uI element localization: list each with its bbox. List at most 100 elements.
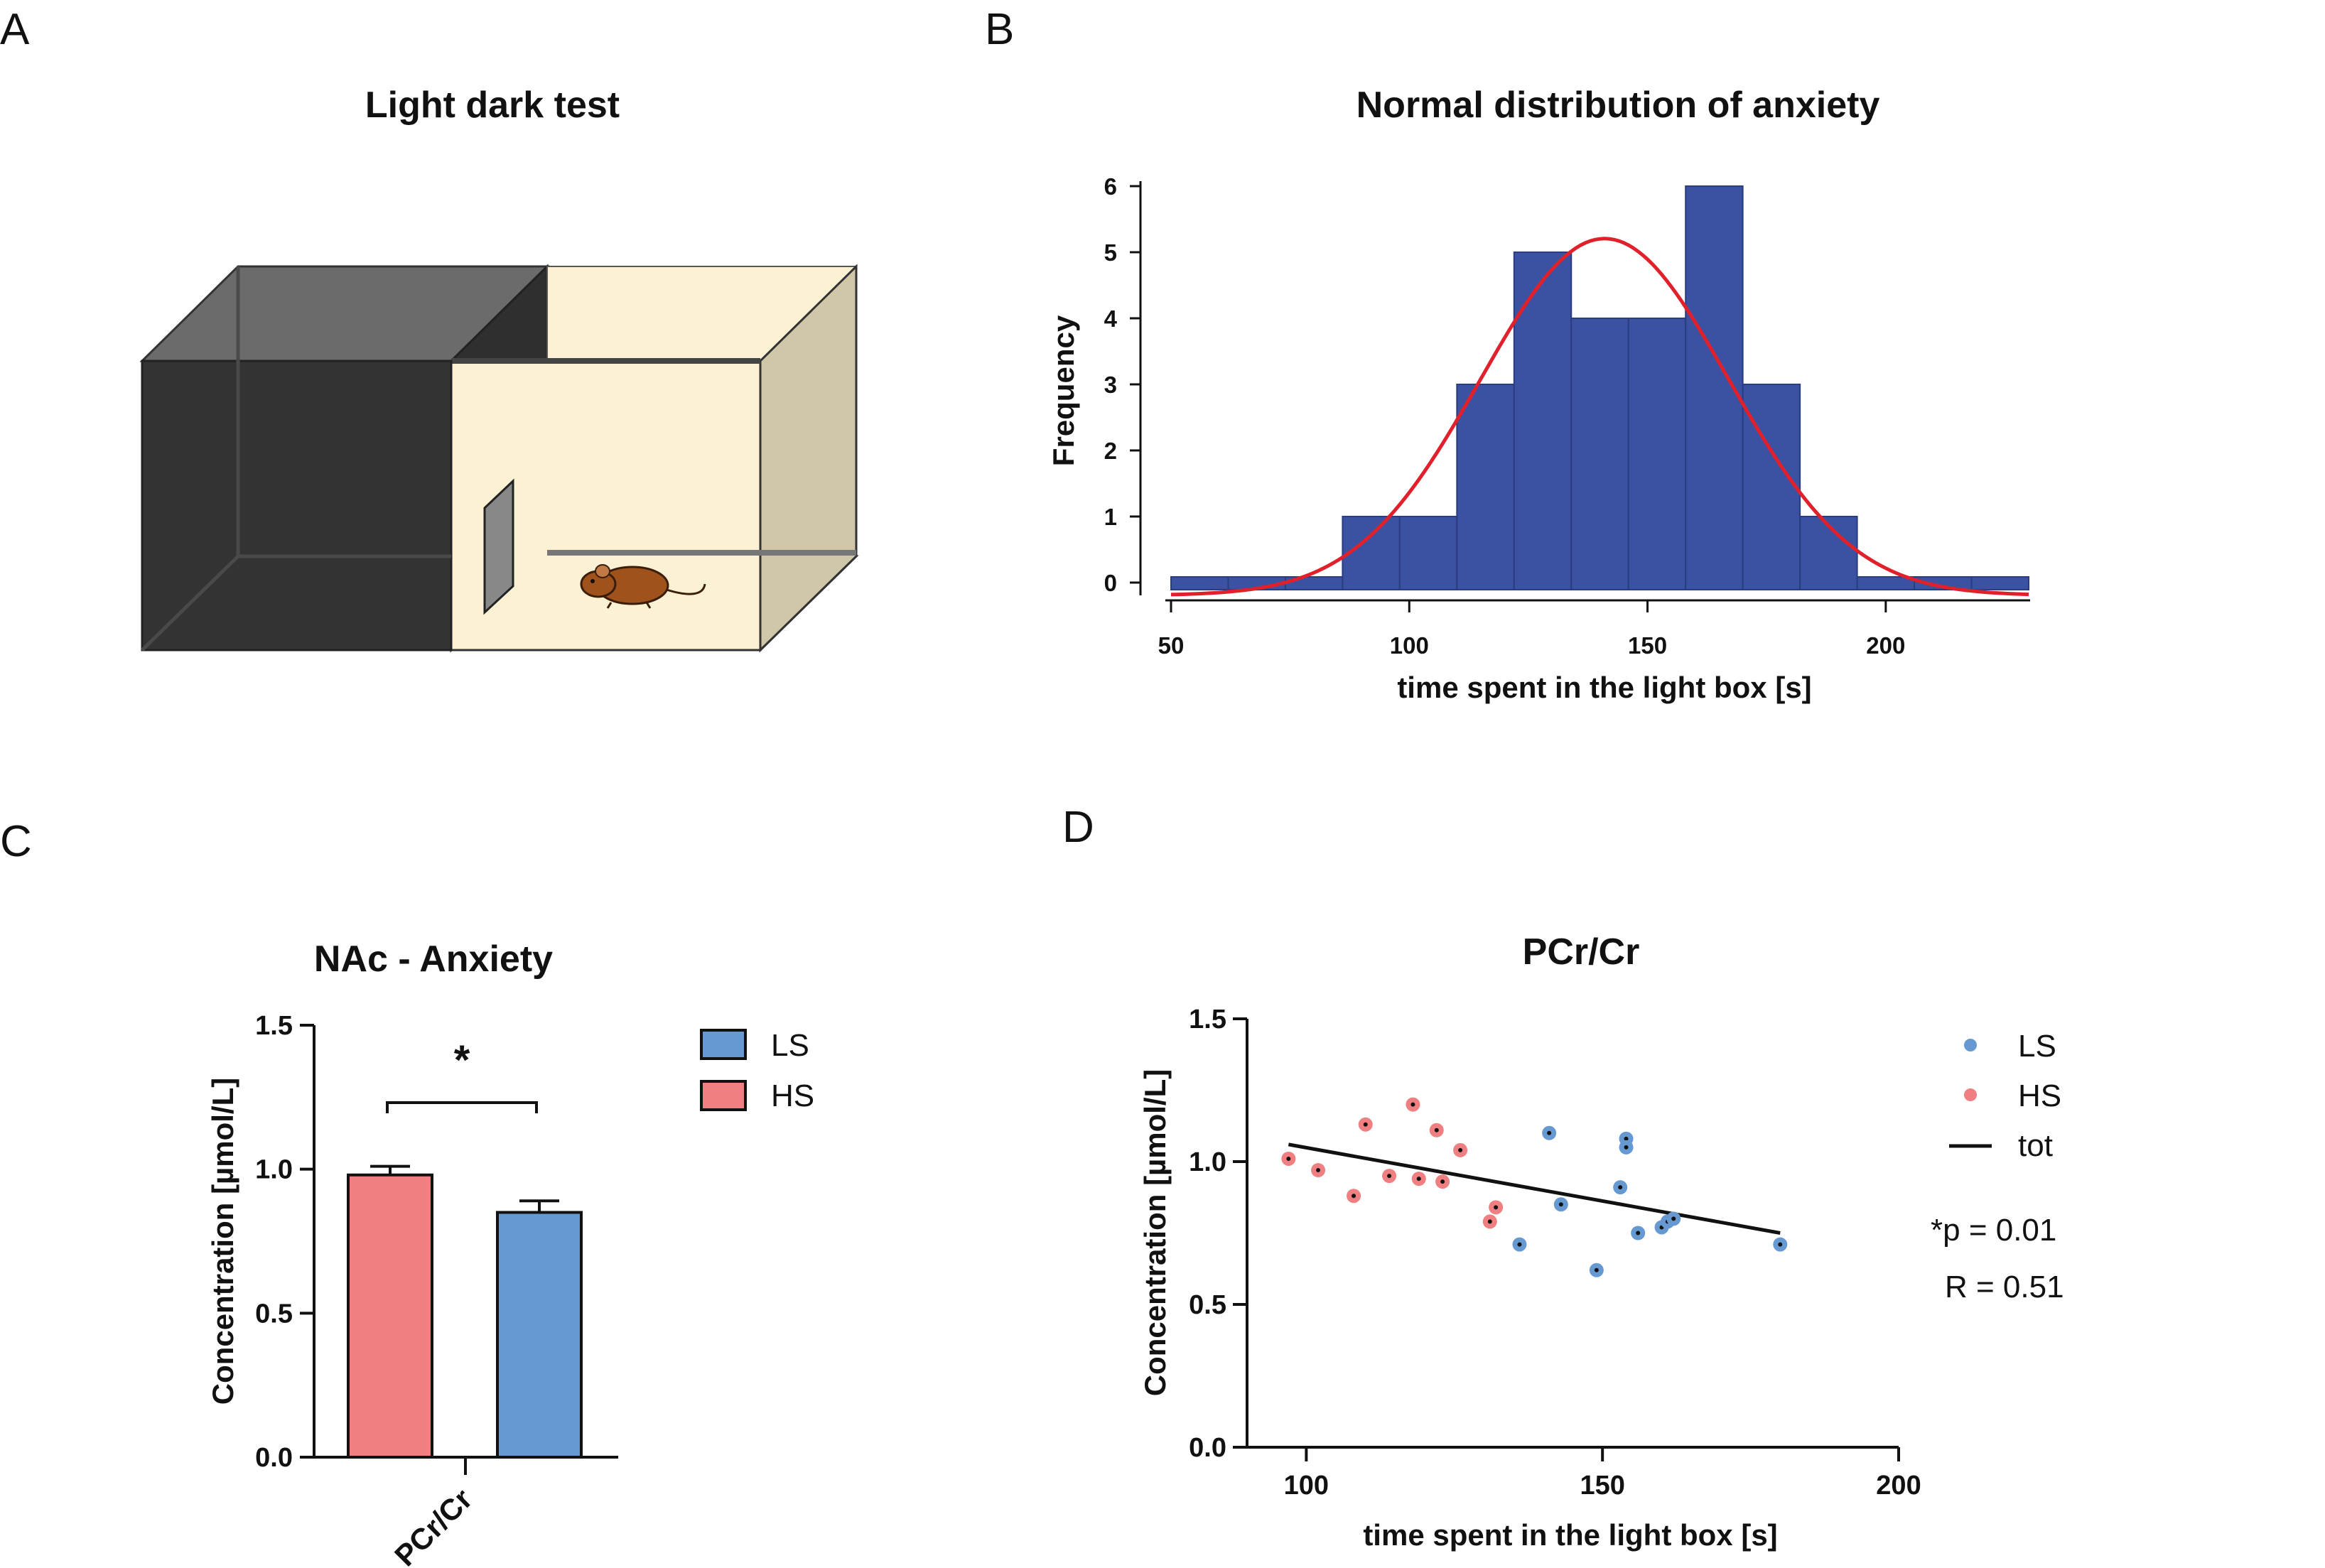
data-point-center [1410, 1102, 1415, 1107]
data-point-center [1363, 1122, 1368, 1127]
histogram-bar [1970, 576, 2030, 590]
data-point-center [1458, 1147, 1463, 1152]
histogram-bar [1570, 318, 1629, 590]
data-point-center [1286, 1156, 1291, 1161]
data-point-center [1434, 1128, 1439, 1132]
data-point-center [1387, 1174, 1392, 1179]
legend-swatch-ls [700, 1029, 747, 1060]
x-tick-label-d: 200 [1876, 1471, 1921, 1501]
histogram-bars [1170, 185, 2030, 590]
y-axis-label-c: Concentration [µmol/L] [206, 1078, 239, 1405]
dark-box-edge-2 [141, 555, 239, 651]
data-point-center [1440, 1179, 1445, 1184]
door-opening [483, 478, 514, 615]
y-axis-label-d: Concentration [µmol/L] [1138, 1069, 1172, 1397]
y-tick-label-d: 1.0 [1189, 1147, 1226, 1177]
data-point-center [1487, 1219, 1492, 1224]
data-point-center [1624, 1145, 1629, 1150]
y-tick-label-d: 1.5 [1189, 1005, 1226, 1034]
y-tick-label-c: 1.0 [255, 1155, 293, 1185]
y-ticks-d: 0.0 0.5 1.0 1.5 [1189, 1005, 1247, 1463]
stat-p-value: *p = 0.01 [1931, 1213, 2056, 1248]
x-ticks-b: 50 100 150 200 [1158, 600, 1905, 659]
y-tick-label-b: 2 [1104, 438, 1117, 464]
scatter-points [1281, 1097, 1788, 1277]
histogram-bar [1856, 576, 1916, 590]
bars-c [347, 1164, 583, 1459]
legend-label-ls: LS [771, 1028, 809, 1063]
x-tick-label-b: 50 [1158, 632, 1185, 659]
y-tick-label-d: 0.0 [1189, 1433, 1226, 1463]
normal-curve [1170, 237, 2029, 597]
y-tick-label-b: 1 [1104, 504, 1117, 530]
x-tick-label-d: 150 [1580, 1471, 1624, 1501]
y-ticks-b: 0 1 2 3 4 5 6 [1104, 173, 1140, 596]
data-point-center [1618, 1185, 1623, 1190]
x-tick-label-b: 100 [1390, 632, 1429, 659]
y-ticks-c: 0.0 0.5 1.0 1.5 [255, 1011, 314, 1473]
legend-label-ls-d: LS [2018, 1029, 2056, 1064]
x-ticks-d: 100 150 200 [1284, 1447, 1921, 1501]
y-axis-label-b: Frequency [1047, 315, 1080, 466]
y-tick-label-b: 4 [1104, 306, 1118, 332]
y-tick-label-c: 1.5 [255, 1011, 293, 1041]
data-point-center [1517, 1242, 1522, 1247]
bar-hs [347, 1173, 433, 1459]
bar-ls [496, 1211, 583, 1459]
light-dark-box-illustration [139, 264, 859, 653]
histogram-bar [1799, 516, 1858, 590]
data-point-center [1316, 1168, 1321, 1173]
panel-letter-a: A [0, 5, 30, 54]
x-axis-label-b: time spent in the light box [s] [1397, 671, 1811, 704]
data-point-center [1416, 1177, 1421, 1182]
mouse-illustration [580, 564, 706, 609]
data-point-center [1494, 1205, 1499, 1210]
panel-d-title: PCr/Cr [1523, 931, 1640, 973]
scatter-plot-d: 0.0 0.5 1.0 1.5 100 150 200 Concentration [µm… [1138, 1005, 2064, 1552]
histogram-plot: 0 1 2 3 4 5 6 50 100 150 200 Frequency time spent… [1047, 173, 2030, 704]
y-tick-label-b: 0 [1104, 570, 1117, 596]
panel-letter-c: C [0, 817, 32, 866]
legend-swatch-hs [700, 1080, 747, 1111]
data-point-center [1547, 1130, 1552, 1135]
legend-c: LS HS [700, 1028, 814, 1113]
x-tick-label-d: 100 [1284, 1471, 1329, 1501]
y-tick-label-c: 0.0 [255, 1443, 293, 1473]
legend-label-hs: HS [771, 1078, 814, 1113]
y-tick-label-b: 5 [1104, 239, 1117, 266]
x-tick-label-pcr: PCr/Cr [388, 1482, 478, 1568]
histogram-bar [1398, 516, 1458, 590]
legend-label-tot: tot [2018, 1128, 2053, 1163]
y-tick-label-c: 0.5 [255, 1299, 293, 1329]
panel-a-title: Light dark test [365, 85, 620, 126]
data-point-center [1558, 1202, 1563, 1207]
data-point-center [1778, 1242, 1783, 1247]
data-point-center [1636, 1231, 1641, 1236]
y-tick-label-d: 0.5 [1189, 1290, 1226, 1320]
x-tick-label-b: 200 [1866, 632, 1905, 659]
legend-marker-ls [1964, 1039, 1977, 1051]
bar-chart-c: 0.0 0.5 1.0 1.5 * Concentration [µmol/L] PC… [206, 1011, 814, 1568]
significance-star: * [454, 1037, 470, 1083]
legend-marker-hs [1964, 1088, 1977, 1101]
stat-r-value: R = 0.51 [1945, 1270, 2064, 1304]
histogram-bar [1456, 384, 1515, 590]
x-axis-label-d: time spent in the light box [s] [1363, 1518, 1777, 1552]
histogram-bar [1342, 516, 1401, 590]
panel-c-title: NAc - Anxiety [314, 939, 553, 980]
panel-letter-d: D [1062, 803, 1094, 852]
panel-letter-b: B [985, 5, 1014, 54]
data-point-center [1671, 1216, 1676, 1221]
legend-label-hs-d: HS [2018, 1078, 2061, 1113]
legend-d: LS HS tot [1949, 1029, 2061, 1163]
data-point-center [1352, 1194, 1356, 1199]
data-point-center [1624, 1136, 1629, 1141]
histogram-bar [1627, 318, 1687, 590]
regression-line-tot [1288, 1142, 1781, 1235]
significance-bracket [386, 1101, 538, 1113]
y-tick-label-b: 3 [1104, 372, 1117, 398]
histogram-bar [1170, 576, 1229, 590]
panel-b-title: Normal distribution of anxiety [1356, 85, 1880, 126]
x-tick-label-b: 150 [1628, 632, 1667, 659]
